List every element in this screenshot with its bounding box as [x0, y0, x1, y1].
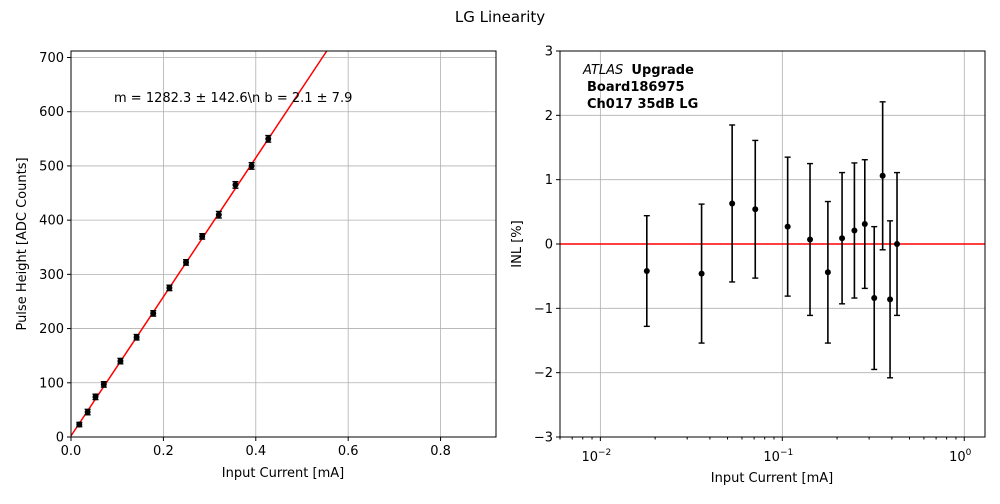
- data-point: [133, 334, 140, 341]
- linearity-data-points: [76, 134, 272, 428]
- x-tick-label: 10−2: [581, 448, 611, 465]
- data-point: [784, 223, 791, 230]
- linearity-x-axis-label: Input Current [mA]: [222, 466, 344, 481]
- y-tick-label: 200: [39, 322, 64, 337]
- data-point: [232, 181, 239, 188]
- inl-panel: 10−2 10−1 100 −3 −2 −1 0 1 2 3 ATLAS Upgrade Boar…: [510, 45, 986, 486]
- figure-title: LG Linearity: [455, 8, 545, 26]
- atlas-legend-text: ATLAS Upgrade Board186975 Ch017 35dB LG: [582, 63, 698, 112]
- data-point: [265, 135, 272, 142]
- y-tick-label: −3: [534, 431, 553, 446]
- inl-y-axis-label: INL [%]: [510, 220, 525, 267]
- x-tick-label: 0.8: [430, 444, 451, 459]
- x-tick-exponent: −1: [780, 448, 793, 458]
- x-tick-label: 100: [949, 448, 972, 465]
- data-point: [871, 295, 878, 302]
- data-point: [183, 259, 190, 266]
- y-tick-label: −2: [534, 366, 553, 381]
- y-tick-label: 3: [545, 45, 553, 60]
- data-point: [698, 270, 705, 277]
- svg-text:ATLAS Upgrade: ATLAS Upgrade: [582, 63, 694, 78]
- data-point: [76, 421, 83, 428]
- data-point: [100, 381, 107, 388]
- linearity-y-axis-label: Pulse Height [ADC Counts]: [15, 157, 30, 330]
- x-tick-label: 10−1: [763, 448, 793, 465]
- channel-label: Ch017 35dB LG: [587, 97, 698, 112]
- y-tick-label: −1: [534, 302, 553, 317]
- data-point: [215, 211, 222, 218]
- data-point: [643, 268, 650, 275]
- y-tick-label: 400: [39, 214, 64, 229]
- y-tick-label: 100: [39, 376, 64, 391]
- board-label: Board186975: [587, 80, 685, 95]
- data-point: [92, 393, 99, 400]
- data-point: [839, 235, 846, 242]
- linearity-grid: [70, 51, 496, 438]
- y-tick-label: 2: [545, 109, 553, 124]
- y-tick-label: 500: [39, 159, 64, 174]
- data-point: [248, 162, 255, 169]
- data-point: [807, 236, 814, 243]
- y-tick-label: 0: [56, 431, 64, 446]
- data-point: [117, 358, 124, 365]
- x-tick-exponent: 0: [966, 448, 972, 458]
- data-point: [861, 221, 868, 228]
- x-tick-exponent: −2: [598, 448, 611, 458]
- linearity-plot-frame: [70, 50, 497, 438]
- linear-fit-line: [70, 50, 328, 437]
- data-point: [879, 172, 886, 179]
- y-tick-label: 600: [39, 105, 64, 120]
- inl-x-axis-label: Input Current [mA]: [711, 471, 833, 486]
- data-point: [851, 227, 858, 234]
- fit-annotation: m = 1282.3 ± 142.6\n b = 2.1 ± 7.9: [114, 91, 352, 106]
- data-point: [894, 241, 901, 247]
- y-tick-label: 0: [545, 238, 553, 253]
- data-point: [150, 310, 157, 317]
- x-tick-label: 0.4: [245, 444, 266, 459]
- linearity-panel: 0.0 0.2 0.4 0.6 0.8 0 100 200 300 400 500 600 700 m …: [15, 50, 497, 481]
- linearity-ticks: 0.0 0.2 0.4 0.6 0.8 0 100 200 300 400 500 600 700: [39, 51, 451, 459]
- data-point: [729, 200, 736, 207]
- y-tick-label: 1: [545, 173, 553, 188]
- x-tick-label: 0.2: [153, 444, 174, 459]
- y-tick-label: 700: [39, 51, 64, 66]
- inl-data-points: [643, 101, 901, 379]
- upgrade-label: Upgrade: [631, 63, 694, 78]
- data-point: [84, 409, 91, 416]
- y-tick-label: 300: [39, 268, 64, 283]
- x-tick-label: 0.0: [61, 444, 82, 459]
- atlas-label: ATLAS: [582, 63, 623, 78]
- x-tick-label: 0.6: [338, 444, 359, 459]
- data-point: [887, 296, 894, 303]
- data-point: [824, 269, 831, 276]
- data-point: [166, 284, 173, 291]
- data-point: [199, 233, 206, 240]
- data-point: [752, 206, 759, 213]
